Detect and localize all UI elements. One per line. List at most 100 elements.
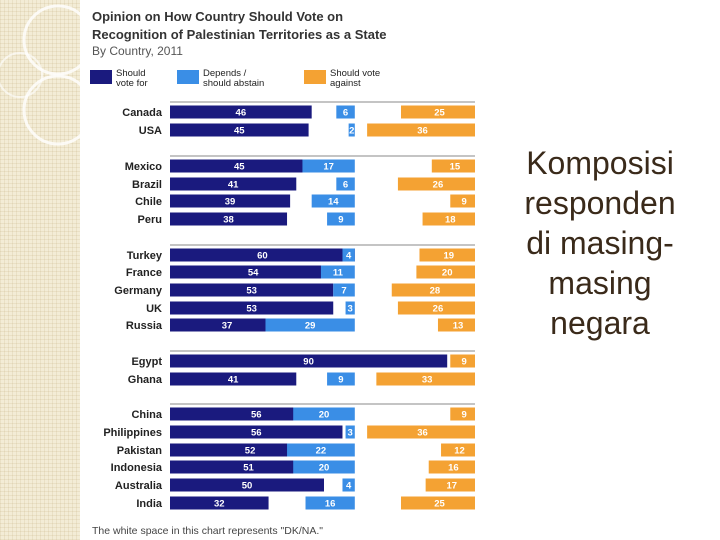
data-label-abstain-peru: 9 <box>338 215 343 226</box>
data-label-abstain-pakistan: 22 <box>316 446 327 457</box>
category-label-egypt: Egypt <box>131 356 162 368</box>
bar-abstain-usa <box>348 123 355 137</box>
data-label-against-usa: 36 <box>417 126 428 137</box>
slide-caption-line-2: responden <box>524 185 676 221</box>
data-label-against-france: 20 <box>442 268 453 279</box>
data-label-against-mexico: 15 <box>450 162 461 173</box>
category-label-chile: Chile <box>135 196 162 208</box>
legend-swatch-vote-for <box>90 70 112 84</box>
bar-against-canada <box>401 105 475 119</box>
data-label-for-india: 32 <box>214 499 225 510</box>
bar-abstain-mexico <box>302 159 355 173</box>
category-label-usa: USA <box>139 125 162 137</box>
bar-against-peru <box>422 212 475 226</box>
bar-for-mexico <box>170 159 309 173</box>
slide-caption-line-5: negara <box>550 305 650 341</box>
data-label-abstain-mexico: 17 <box>323 162 334 173</box>
bar-abstain-indonesia <box>293 460 355 474</box>
bar-for-ghana <box>170 372 297 386</box>
bar-against-mexico <box>431 159 475 173</box>
data-label-against-ghana: 33 <box>422 375 433 386</box>
bar-against-pakistan <box>441 443 475 457</box>
bar-for-peru <box>170 212 288 226</box>
category-label-australia: Australia <box>115 480 163 492</box>
bar-for-australia <box>170 478 324 492</box>
data-label-abstain-australia: 4 <box>346 481 352 492</box>
category-label-canada: Canada <box>122 107 163 119</box>
bar-for-chile <box>170 194 291 208</box>
bar-abstain-germany <box>333 283 355 297</box>
data-label-against-brazil: 26 <box>433 180 444 191</box>
bar-against-china <box>450 407 475 421</box>
bar-abstain-canada <box>336 105 355 119</box>
category-label-mexico: Mexico <box>125 161 163 173</box>
data-label-against-canada: 25 <box>434 108 445 119</box>
data-label-abstain-indonesia: 20 <box>319 463 330 474</box>
data-label-for-chile: 39 <box>225 197 236 208</box>
category-label-germany: Germany <box>114 285 163 297</box>
bar-for-uk <box>170 301 334 315</box>
data-label-for-mexico: 45 <box>234 162 245 173</box>
bar-for-indonesia <box>170 460 328 474</box>
category-label-peru: Peru <box>138 214 162 226</box>
bar-abstain-india <box>305 496 355 510</box>
data-label-abstain-philippines: 3 <box>348 428 353 439</box>
data-label-abstain-china: 20 <box>319 410 330 421</box>
bar-abstain-russia <box>265 318 355 332</box>
decorative-circles <box>0 4 80 146</box>
data-label-against-russia: 13 <box>453 321 464 332</box>
bar-abstain-philippines <box>345 425 355 439</box>
bar-for-brazil <box>170 177 297 191</box>
data-label-abstain-chile: 14 <box>328 197 339 208</box>
bar-for-canada <box>170 105 312 119</box>
legend-label-against: Should vote against <box>330 68 381 89</box>
data-label-abstain-uk: 3 <box>348 304 353 315</box>
data-label-against-germany: 28 <box>430 286 441 297</box>
data-label-for-indonesia: 51 <box>243 463 254 474</box>
data-label-for-turkey: 60 <box>257 251 268 262</box>
bar-abstain-chile <box>311 194 355 208</box>
data-label-for-germany: 53 <box>246 286 257 297</box>
category-label-russia: Russia <box>126 320 163 332</box>
data-label-against-egypt: 9 <box>461 357 466 368</box>
bar-against-usa <box>367 123 475 137</box>
data-label-against-india: 25 <box>434 499 445 510</box>
slide-caption: Komposisi responden di masing- masing ne… <box>490 143 710 343</box>
bar-abstain-australia <box>342 478 355 492</box>
data-label-against-australia: 17 <box>447 481 458 492</box>
data-label-for-brazil: 41 <box>228 180 239 191</box>
bar-for-philippines <box>170 425 343 439</box>
bar-abstain-pakistan <box>287 443 355 457</box>
bar-against-brazil <box>397 177 475 191</box>
data-label-abstain-germany: 7 <box>341 286 346 297</box>
data-label-against-pakistan: 12 <box>454 446 465 457</box>
bar-abstain-france <box>320 265 355 279</box>
bar-for-germany <box>170 283 334 297</box>
data-label-against-chile: 9 <box>461 197 466 208</box>
data-label-for-usa: 45 <box>234 126 245 137</box>
bar-against-indonesia <box>428 460 475 474</box>
category-label-indonesia: Indonesia <box>111 462 163 474</box>
category-label-china: China <box>131 409 162 421</box>
data-label-abstain-india: 16 <box>325 499 336 510</box>
category-label-india: India <box>136 498 163 510</box>
bar-against-turkey <box>419 248 475 262</box>
bar-for-usa <box>170 123 309 137</box>
data-label-for-egypt: 90 <box>303 357 314 368</box>
data-label-for-uk: 53 <box>246 304 257 315</box>
legend-swatch-abstain <box>177 70 199 84</box>
data-label-abstain-usa: 2 <box>349 126 354 137</box>
bar-for-india <box>170 496 269 510</box>
bar-abstain-china <box>293 407 355 421</box>
data-label-for-china: 56 <box>251 410 262 421</box>
category-label-brazil: Brazil <box>132 179 162 191</box>
data-label-for-peru: 38 <box>223 215 234 226</box>
legend-swatch-against <box>304 70 326 84</box>
data-label-for-canada: 46 <box>236 108 247 119</box>
legend-label-vote-for: Should vote for <box>116 68 148 89</box>
slide-caption-line-4: masing <box>548 265 652 301</box>
bar-abstain-uk <box>345 301 355 315</box>
data-label-against-uk: 26 <box>433 304 444 315</box>
data-label-abstain-turkey: 4 <box>346 251 352 262</box>
